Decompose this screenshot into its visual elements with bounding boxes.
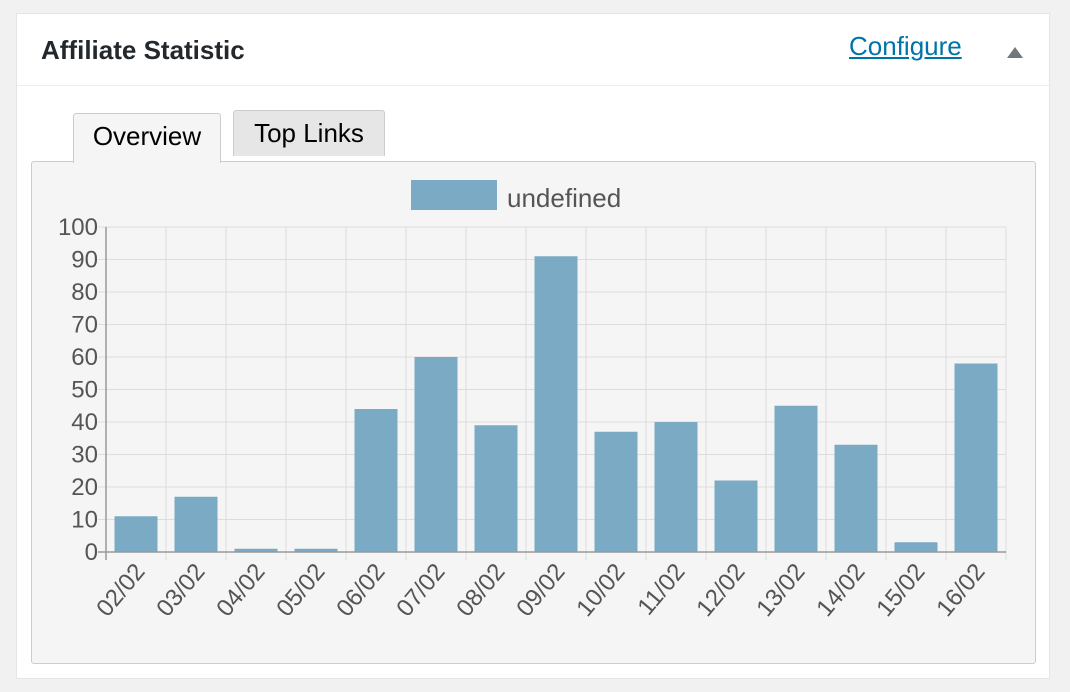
x-tick-label: 07/02: [391, 559, 450, 622]
y-tick-label: 50: [71, 377, 98, 404]
x-tick-label: 04/02: [211, 559, 270, 622]
y-tick-label: 70: [71, 312, 98, 339]
y-tick-label: 60: [71, 344, 98, 371]
bar-15-02: [894, 542, 938, 552]
triangle-up-icon[interactable]: [1007, 47, 1023, 58]
y-tick-label: 90: [71, 247, 98, 274]
y-tick-label: 10: [71, 507, 98, 534]
bar-10-02: [594, 431, 638, 552]
x-tick-label: 05/02: [271, 559, 330, 622]
x-tick-label: 02/02: [91, 559, 150, 622]
bar-11-02: [654, 422, 698, 552]
affiliate-statistic-widget: Affiliate Statistic Configure Overview T…: [16, 13, 1050, 679]
configure-link[interactable]: Configure: [849, 31, 962, 61]
x-tick-label: 08/02: [451, 559, 510, 622]
legend-label: undefined: [507, 183, 621, 213]
x-axis-tick-labels: 02/02 03/02 04/02 05/02 06/02 07/02 08/02 09/02…: [91, 559, 990, 622]
bar-chart: undefined 0 10 20 30 40 50 60 70 80 90 100 02/02 03…: [58, 180, 1007, 622]
y-tick-label: 20: [71, 474, 98, 501]
x-tick-label: 03/02: [151, 559, 210, 622]
y-tick-label: 0: [85, 539, 98, 566]
y-tick-label: 30: [71, 442, 98, 469]
widget-header: Affiliate Statistic Configure: [17, 14, 1049, 86]
bar-12-02: [714, 480, 758, 552]
y-tick-label: 100: [58, 214, 98, 241]
chart-panel: undefined 0 10 20 30 40 50 60 70 80 90 100 02/02 03…: [31, 161, 1036, 664]
y-tick-label: 40: [71, 409, 98, 436]
x-tick-label: 15/02: [871, 559, 930, 622]
bar-09-02: [534, 256, 578, 552]
bar-04-02: [234, 548, 278, 552]
x-tick-label: 16/02: [931, 559, 990, 622]
x-tick-label: 11/02: [632, 559, 690, 621]
bar-03-02: [174, 496, 218, 552]
bar-13-02: [774, 405, 818, 552]
x-tick-label: 14/02: [811, 559, 870, 622]
tab-top-links[interactable]: Top Links: [233, 110, 385, 156]
x-tick-label: 09/02: [511, 559, 570, 622]
tab-overview[interactable]: Overview: [73, 113, 221, 163]
x-tick-label: 10/02: [571, 559, 630, 622]
legend-swatch: [411, 180, 497, 210]
chart-bars: [114, 256, 998, 552]
x-tick-label: 13/02: [751, 559, 810, 622]
bar-06-02: [354, 409, 398, 552]
chart-axes: [98, 227, 1006, 560]
x-tick-label: 12/02: [691, 559, 750, 622]
widget-title: Affiliate Statistic: [41, 35, 245, 65]
x-tick-label: 06/02: [331, 559, 390, 622]
bar-08-02: [474, 425, 518, 552]
y-axis-tick-labels: 0 10 20 30 40 50 60 70 80 90 100: [58, 214, 98, 566]
chart-legend: undefined: [411, 180, 621, 213]
bar-07-02: [414, 357, 458, 552]
bar-02-02: [114, 516, 158, 552]
bar-14-02: [834, 444, 878, 552]
y-tick-label: 80: [71, 279, 98, 306]
bar-05-02: [294, 548, 338, 552]
bar-16-02: [954, 363, 998, 552]
